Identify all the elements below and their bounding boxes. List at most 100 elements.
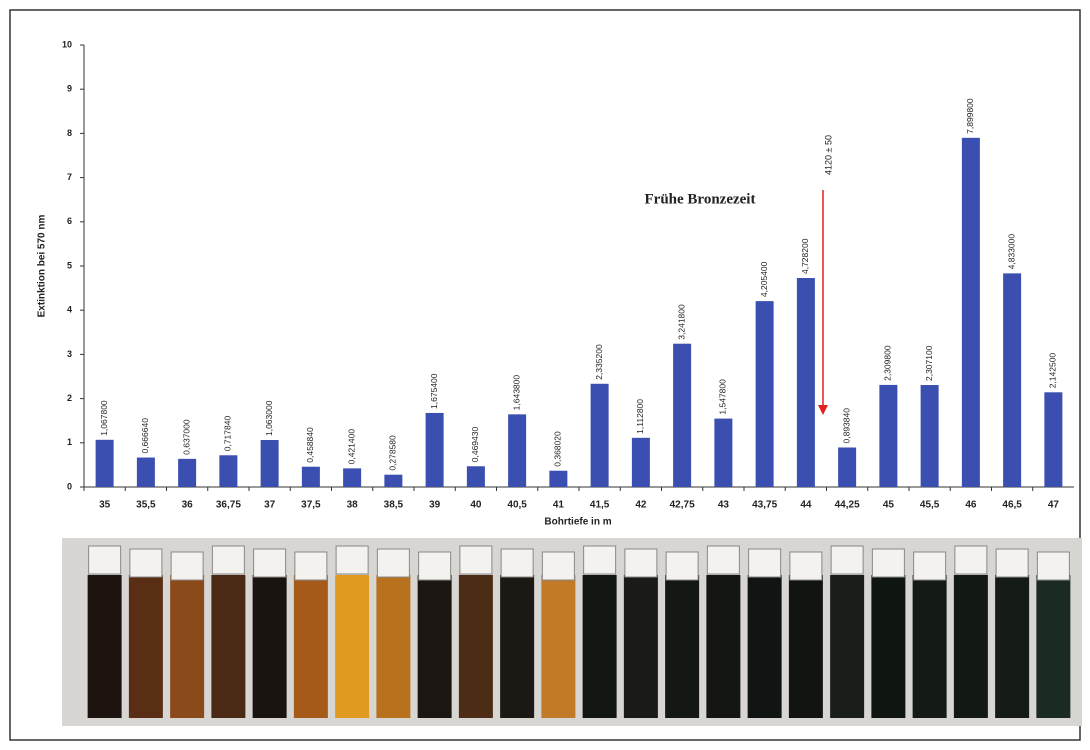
value-label: 0,469430 bbox=[470, 427, 480, 463]
bar bbox=[384, 475, 402, 487]
bar bbox=[426, 413, 444, 487]
x-tick-label: 44 bbox=[800, 500, 812, 511]
value-label: 4,205400 bbox=[759, 261, 769, 297]
x-tick-label: 41,5 bbox=[590, 500, 610, 511]
tube-label bbox=[542, 552, 574, 580]
value-label: 3,241800 bbox=[676, 304, 686, 340]
bar bbox=[467, 466, 485, 487]
value-label: 0,368020 bbox=[553, 431, 563, 467]
bar bbox=[178, 459, 196, 487]
bar bbox=[261, 440, 279, 487]
tube-label bbox=[996, 549, 1028, 577]
tube bbox=[871, 575, 905, 718]
x-tick-label: 35 bbox=[99, 500, 111, 511]
tube-label bbox=[419, 552, 451, 580]
bar bbox=[302, 467, 320, 487]
x-tick-label: 40,5 bbox=[507, 500, 527, 511]
tube-label bbox=[790, 552, 822, 580]
y-tick-label: 7 bbox=[67, 172, 72, 182]
tube-label bbox=[295, 552, 327, 580]
x-tick-label: 36,75 bbox=[216, 500, 241, 511]
bar bbox=[714, 419, 732, 487]
tube bbox=[706, 575, 740, 718]
tube-label bbox=[749, 549, 781, 577]
tube-label bbox=[666, 552, 698, 580]
y-tick-label: 6 bbox=[67, 216, 72, 226]
tube bbox=[129, 575, 163, 718]
tube-label bbox=[89, 546, 121, 574]
bar bbox=[797, 278, 815, 487]
tube bbox=[88, 575, 122, 718]
y-tick-label: 8 bbox=[67, 128, 72, 138]
value-label: 0,458840 bbox=[305, 427, 315, 463]
value-label: 1,547800 bbox=[718, 379, 728, 415]
tube-label bbox=[914, 552, 946, 580]
value-label: 1,643800 bbox=[511, 375, 521, 411]
value-label: 0,637000 bbox=[181, 419, 191, 455]
tube bbox=[830, 575, 864, 718]
y-tick-label: 4 bbox=[67, 305, 72, 315]
tube-label bbox=[831, 546, 863, 574]
tube-label bbox=[707, 546, 739, 574]
bar bbox=[921, 385, 939, 487]
tube-label bbox=[171, 552, 203, 580]
tube-label bbox=[377, 549, 409, 577]
tube bbox=[913, 575, 947, 718]
tube bbox=[789, 575, 823, 718]
value-label: 0,278580 bbox=[388, 435, 398, 471]
y-tick-label: 3 bbox=[67, 349, 72, 359]
tube-label bbox=[336, 546, 368, 574]
value-label: 7,899800 bbox=[965, 98, 975, 134]
x-tick-label: 36 bbox=[182, 500, 194, 511]
tube-label bbox=[625, 549, 657, 577]
tube bbox=[500, 575, 534, 718]
x-tick-label: 37,5 bbox=[301, 500, 321, 511]
value-label: 0,893840 bbox=[841, 408, 851, 444]
value-label: 1,675400 bbox=[429, 373, 439, 409]
x-tick-label: 46 bbox=[965, 500, 977, 511]
x-tick-label: 38 bbox=[347, 500, 359, 511]
tube bbox=[459, 575, 493, 718]
tube-label bbox=[254, 549, 286, 577]
y-tick-label: 10 bbox=[62, 39, 72, 49]
bar bbox=[137, 458, 155, 487]
tube-label bbox=[872, 549, 904, 577]
tube bbox=[1036, 575, 1070, 718]
bar bbox=[838, 447, 856, 487]
value-label: 2,307100 bbox=[924, 345, 934, 381]
x-tick-label: 40 bbox=[470, 500, 482, 511]
bar bbox=[343, 468, 361, 487]
x-tick-label: 47 bbox=[1048, 500, 1060, 511]
bar bbox=[1044, 392, 1062, 487]
y-tick-label: 9 bbox=[67, 84, 72, 94]
tube-label bbox=[501, 549, 533, 577]
bar bbox=[879, 385, 897, 487]
x-axis-label: Bohrtiefe in m bbox=[544, 517, 611, 528]
y-axis-label: Extinktion bei 570 nm bbox=[37, 214, 48, 317]
value-label: 1,063000 bbox=[264, 400, 274, 436]
tube bbox=[294, 575, 328, 718]
tube bbox=[748, 575, 782, 718]
value-label: 1,067800 bbox=[99, 400, 109, 436]
tube bbox=[418, 575, 452, 718]
x-tick-label: 37 bbox=[264, 500, 276, 511]
tube-label bbox=[460, 546, 492, 574]
y-tick-label: 5 bbox=[67, 260, 72, 270]
x-tick-label: 43,75 bbox=[752, 500, 777, 511]
tube bbox=[995, 575, 1029, 718]
x-tick-label: 42 bbox=[635, 500, 647, 511]
y-tick-label: 0 bbox=[67, 481, 72, 491]
x-tick-label: 46,5 bbox=[1002, 500, 1022, 511]
tube bbox=[170, 575, 204, 718]
x-tick-label: 39 bbox=[429, 500, 441, 511]
x-tick-label: 45,5 bbox=[920, 500, 940, 511]
x-tick-label: 35,5 bbox=[136, 500, 156, 511]
marker-label: 4120 ± 50 bbox=[823, 135, 833, 175]
tube-label bbox=[584, 546, 616, 574]
tube bbox=[954, 575, 988, 718]
bar bbox=[96, 440, 114, 487]
bar bbox=[1003, 273, 1021, 487]
x-tick-label: 41 bbox=[553, 500, 565, 511]
bar bbox=[673, 344, 691, 487]
tube bbox=[335, 575, 369, 718]
